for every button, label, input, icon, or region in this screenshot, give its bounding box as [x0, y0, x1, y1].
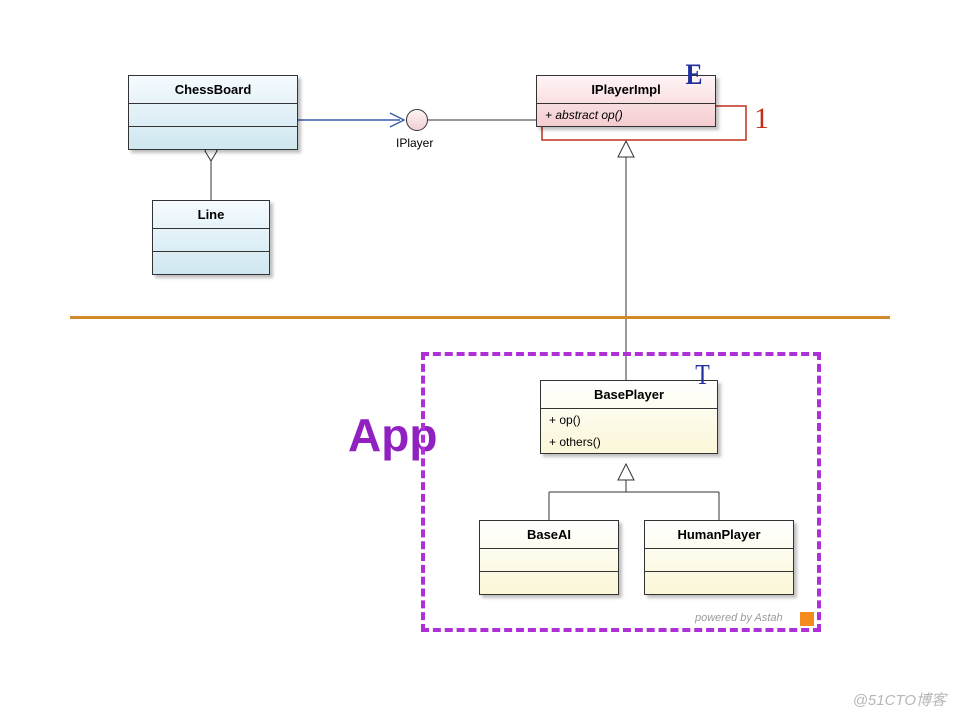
interface-label: IPlayer [396, 136, 433, 150]
interface-lollipop [406, 109, 428, 131]
annotation-1: 1 [754, 102, 769, 136]
watermark: @51CTO博客 [853, 689, 946, 710]
class-name: ChessBoard [129, 76, 297, 104]
powered-by-label: powered by Astah [695, 612, 783, 624]
class-name: Line [153, 201, 269, 229]
section-divider [70, 316, 890, 319]
annotation-e: E [686, 58, 703, 92]
class-chessboard: ChessBoard [128, 75, 298, 150]
app-region [421, 352, 821, 632]
astah-logo-icon [800, 612, 814, 626]
class-line: Line [152, 200, 270, 275]
operation: + abstract op() [537, 104, 715, 126]
